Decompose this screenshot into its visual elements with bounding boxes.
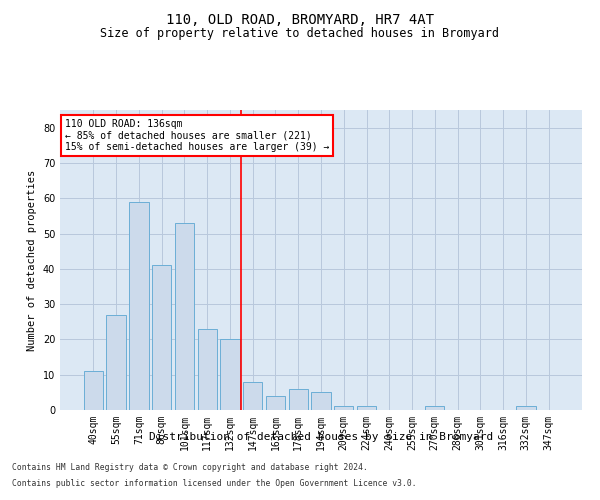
- Bar: [334, 406, 353, 410]
- Bar: [266, 396, 285, 410]
- Bar: [106, 314, 126, 410]
- Text: 110 OLD ROAD: 136sqm
← 85% of detached houses are smaller (221)
15% of semi-deta: 110 OLD ROAD: 136sqm ← 85% of detached h…: [65, 119, 329, 152]
- Bar: [243, 382, 262, 410]
- Bar: [311, 392, 331, 410]
- Bar: [220, 340, 239, 410]
- Bar: [84, 371, 103, 410]
- Bar: [197, 329, 217, 410]
- Bar: [357, 406, 376, 410]
- Text: Contains HM Land Registry data © Crown copyright and database right 2024.: Contains HM Land Registry data © Crown c…: [12, 464, 368, 472]
- Bar: [152, 266, 172, 410]
- Text: 110, OLD ROAD, BROMYARD, HR7 4AT: 110, OLD ROAD, BROMYARD, HR7 4AT: [166, 12, 434, 26]
- Bar: [425, 406, 445, 410]
- Y-axis label: Number of detached properties: Number of detached properties: [27, 170, 37, 350]
- Text: Distribution of detached houses by size in Bromyard: Distribution of detached houses by size …: [149, 432, 493, 442]
- Text: Size of property relative to detached houses in Bromyard: Size of property relative to detached ho…: [101, 28, 499, 40]
- Bar: [289, 389, 308, 410]
- Text: Contains public sector information licensed under the Open Government Licence v3: Contains public sector information licen…: [12, 478, 416, 488]
- Bar: [516, 406, 536, 410]
- Bar: [175, 223, 194, 410]
- Bar: [129, 202, 149, 410]
